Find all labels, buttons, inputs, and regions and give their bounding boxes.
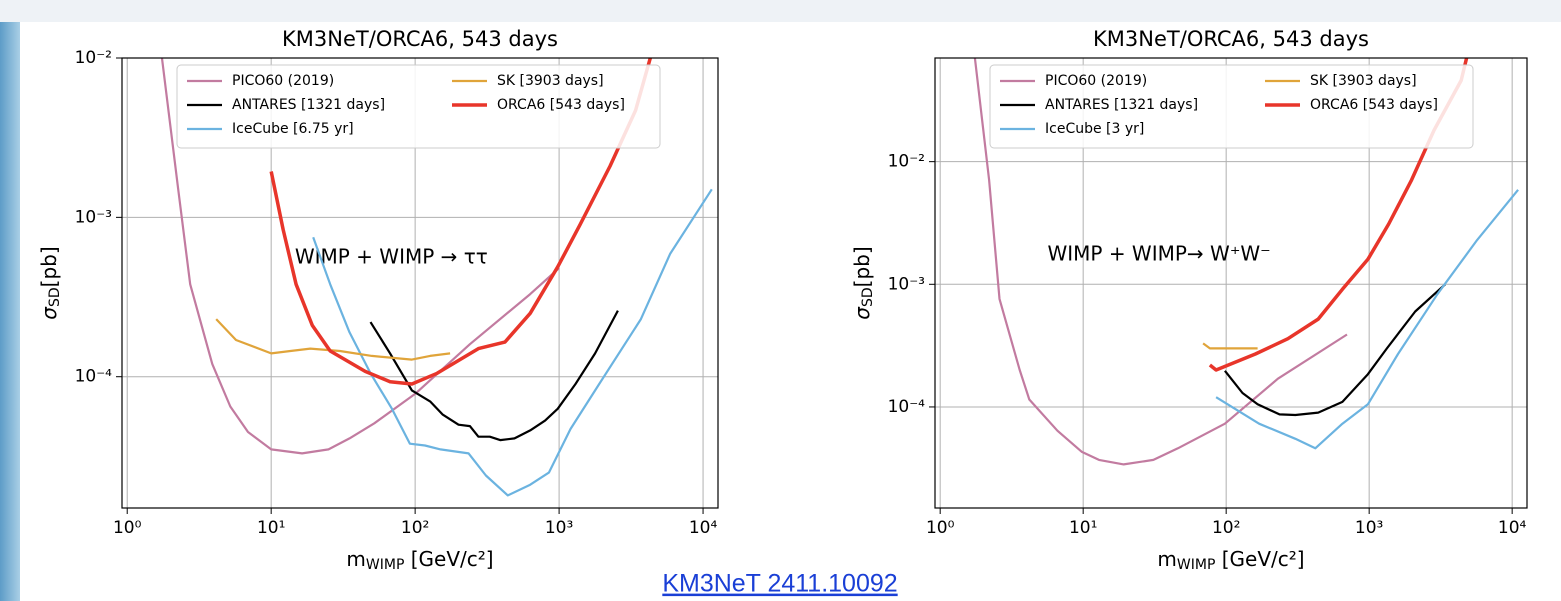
legend-label: SK [3903 days] (1310, 73, 1417, 89)
y-tick-label: 10⁻² (888, 152, 925, 172)
legend-label: SK [3903 days] (497, 73, 604, 89)
label-sub: SD (47, 287, 63, 307)
series-line (1215, 189, 1519, 450)
legend-box (176, 64, 661, 149)
series-line (369, 310, 619, 442)
label-rest: [GeV/c²] (404, 547, 493, 571)
x-axis-label: mWIMP [GeV/c²] (346, 547, 493, 574)
x-tick-label: 10¹ (1069, 518, 1097, 538)
label-sub: SD (860, 287, 876, 307)
series-group (160, 58, 713, 497)
legend-label: ANTARES [1321 days] (1045, 97, 1198, 113)
legend-label: PICO60 (2019) (232, 73, 334, 89)
chart-panel: KM3NeT/ORCA6, 543 days 10⁰ 10¹ 10² 10³ 10⁴ 10⁻… (850, 27, 1528, 573)
series-line (973, 58, 1348, 466)
label-main: m (1157, 547, 1176, 571)
x-tick-label: 10¹ (257, 518, 285, 538)
x-tick-label: 10⁴ (1498, 518, 1527, 538)
annotation: WIMP + WIMP→ W⁺W⁻ (1047, 242, 1270, 266)
x-tick-label: 10⁰ (926, 518, 955, 538)
legend-box (989, 64, 1474, 149)
y-axis-label: σSD[pb] (850, 246, 877, 319)
legend-label: PICO60 (2019) (1045, 73, 1147, 89)
top-band (0, 0, 1561, 22)
y-tick-label: 10⁻³ (888, 274, 925, 294)
x-tick-label: 10³ (545, 518, 573, 538)
series-line (269, 58, 653, 386)
x-tick-label: 10⁴ (689, 518, 718, 538)
label-sub: WIMP (366, 557, 405, 573)
legend-label: IceCube [6.75 yr] (232, 121, 354, 137)
label-rest: [pb] (850, 246, 874, 287)
x-tick-label: 10³ (1355, 518, 1383, 538)
axes-frame (934, 57, 1528, 509)
x-tick-label: 10² (401, 518, 429, 538)
side-strip (0, 22, 20, 601)
series-line (1202, 342, 1258, 350)
legend-label: ORCA6 [543 days] (1310, 97, 1438, 113)
legend-label: ORCA6 [543 days] (497, 97, 625, 113)
legend-label: ANTARES [1321 days] (232, 97, 385, 113)
label-rest: [GeV/c²] (1215, 547, 1304, 571)
label-main: m (346, 547, 365, 571)
y-tick-label: 10⁻⁴ (888, 397, 926, 417)
chart-title: KM3NeT/ORCA6, 543 days (282, 27, 558, 51)
series-line (312, 188, 713, 497)
series-line (1224, 283, 1446, 417)
chart-panel: KM3NeT/ORCA6, 543 days 10⁰ 10¹ 10² 10³ 10⁴ 10⁻… (37, 27, 719, 573)
axes-frame (121, 57, 719, 509)
label-main: σ (850, 306, 874, 320)
chart-title: KM3NeT/ORCA6, 543 days (1093, 27, 1369, 51)
y-tick-label: 10⁻⁴ (75, 367, 113, 387)
y-tick-label: 10⁻³ (75, 207, 112, 227)
legend-label: IceCube [3 yr] (1045, 121, 1144, 137)
x-axis-label: mWIMP [GeV/c²] (1157, 547, 1304, 574)
label-main: σ (37, 306, 61, 320)
label-rest: [pb] (37, 246, 61, 287)
y-tick-label: 10⁻² (75, 48, 112, 68)
x-tick-label: 10² (1212, 518, 1240, 538)
label-sub: WIMP (1177, 557, 1216, 573)
reference-link[interactable]: KM3NeT 2411.10092 (662, 570, 897, 598)
annotation: WIMP + WIMP → ττ (295, 245, 488, 269)
x-tick-label: 10⁰ (113, 518, 142, 538)
series-line (215, 318, 451, 361)
series-line (160, 58, 560, 455)
y-axis-label: σSD[pb] (37, 246, 64, 319)
